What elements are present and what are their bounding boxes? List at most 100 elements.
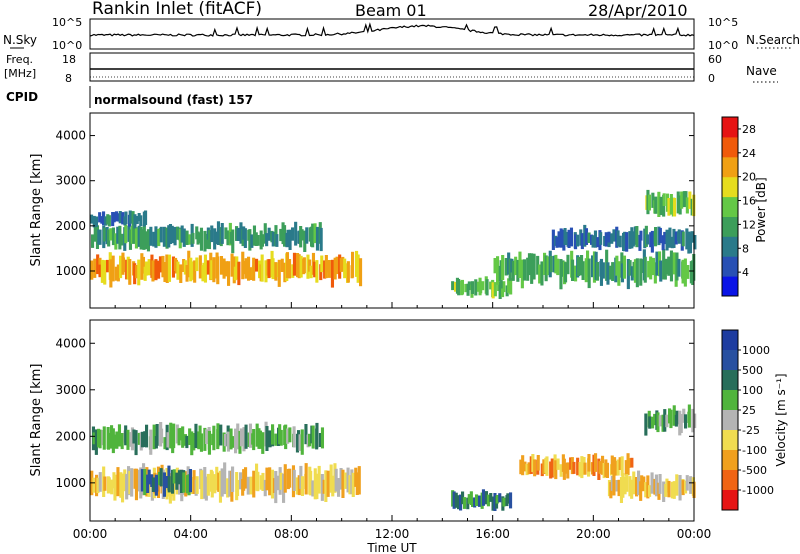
echo-cell <box>242 226 246 240</box>
x-tick-label: 04:00 <box>173 527 208 541</box>
echo-cell <box>502 281 506 293</box>
echo-cell <box>489 281 493 290</box>
echo-cell <box>693 413 697 429</box>
y-tick-label: 2000 <box>55 429 86 443</box>
echo-cell <box>274 471 278 504</box>
velocity-colorbar-tick-label: 500 <box>742 364 763 377</box>
echo-cell <box>152 231 156 247</box>
echo-cell <box>454 281 458 292</box>
echo-cell <box>244 467 248 489</box>
echo-cell <box>654 227 658 247</box>
y-tick-label: 4000 <box>55 336 86 350</box>
echo-cell <box>658 474 662 494</box>
echo-cell <box>661 235 665 251</box>
echo-cell <box>319 264 323 281</box>
echo-cell <box>152 424 156 450</box>
echo-cell <box>143 469 147 495</box>
echo-cell <box>452 491 456 509</box>
echo-cell <box>203 230 207 252</box>
echo-cell <box>107 432 111 450</box>
echo-cell <box>607 231 611 243</box>
freq-panel: Freq. [MHz] 18 8 60 0 Nave <box>4 52 778 85</box>
echo-cell <box>119 255 123 279</box>
echo-cell <box>90 214 94 224</box>
power-colorbar-tick-label: 12 <box>742 218 756 231</box>
echo-cell <box>235 256 239 280</box>
power-colorbar-tick-label: 8 <box>742 242 749 255</box>
echo-cell <box>206 260 210 275</box>
echo-cell <box>489 493 493 502</box>
echo-cell <box>140 469 144 492</box>
echo-cell <box>638 234 642 251</box>
velocity-y-ticks: 1000 2000 3000 4000 <box>55 336 695 521</box>
echo-cell <box>154 259 158 281</box>
echo-cell <box>131 211 135 226</box>
echo-cell <box>324 255 328 279</box>
power-colorbar-swatch <box>722 156 738 178</box>
echo-cell <box>481 281 485 291</box>
echo-cell <box>467 494 471 504</box>
echo-cell <box>474 279 478 296</box>
echo-cell <box>203 467 207 499</box>
echo-cell <box>120 433 124 450</box>
echo-cell <box>674 231 678 245</box>
echo-cell <box>179 427 183 441</box>
echo-cell <box>315 226 320 251</box>
echo-cell <box>327 260 331 278</box>
echo-cell <box>212 425 216 451</box>
echo-cell <box>613 457 617 475</box>
echo-cell <box>231 466 235 492</box>
power-panel: 1000 2000 3000 4000 Slant Range [km] <box>29 112 697 309</box>
echo-cell <box>304 463 308 495</box>
echo-cell <box>92 477 96 493</box>
echo-cell <box>635 258 639 288</box>
echo-cell <box>236 423 240 450</box>
echo-cell <box>222 258 226 279</box>
echo-cell <box>250 234 254 248</box>
echo-cell <box>258 430 263 449</box>
echo-cell <box>182 472 186 493</box>
echo-cell <box>343 258 347 279</box>
echo-cell <box>526 257 530 281</box>
echo-cell <box>196 231 200 245</box>
power-colorbar-swatch <box>722 196 738 217</box>
velocity-colorbar-tick-label: -500 <box>742 464 767 477</box>
echo-cell <box>514 256 518 276</box>
x-tick-label: 20:00 <box>576 527 611 541</box>
echo-cell <box>199 227 204 251</box>
echo-cell <box>168 224 173 244</box>
echo-cell <box>107 215 111 227</box>
echo-cell <box>183 260 187 275</box>
echo-cell <box>617 261 621 286</box>
echo-cell <box>288 427 292 443</box>
echo-cell <box>606 262 610 285</box>
freq-panel-frame <box>89 52 695 82</box>
echo-cell <box>224 227 228 240</box>
echo-cell <box>181 426 185 448</box>
echo-cell <box>356 254 360 283</box>
echo-cell <box>242 469 246 491</box>
echo-cell <box>213 228 217 250</box>
echo-cell <box>533 459 537 477</box>
echo-cell <box>207 430 212 455</box>
echo-cell <box>591 255 595 278</box>
echo-cell <box>118 211 122 224</box>
echo-cell <box>155 424 159 446</box>
echo-cell <box>274 262 278 281</box>
echo-cell <box>142 224 146 247</box>
echo-cell <box>144 231 148 250</box>
echo-cell <box>556 458 560 470</box>
echo-cell <box>226 230 230 246</box>
echo-cell <box>172 423 176 449</box>
echo-cell <box>239 222 243 244</box>
echo-cell <box>655 251 659 276</box>
echo-cell <box>175 472 179 490</box>
echo-cell <box>268 467 272 496</box>
echo-cell <box>114 211 119 222</box>
echo-cell <box>617 479 621 497</box>
echo-cell <box>550 458 554 478</box>
echo-cell <box>103 260 107 285</box>
echo-cell <box>650 472 654 494</box>
echo-cell <box>184 471 188 497</box>
echo-cell <box>102 211 106 226</box>
